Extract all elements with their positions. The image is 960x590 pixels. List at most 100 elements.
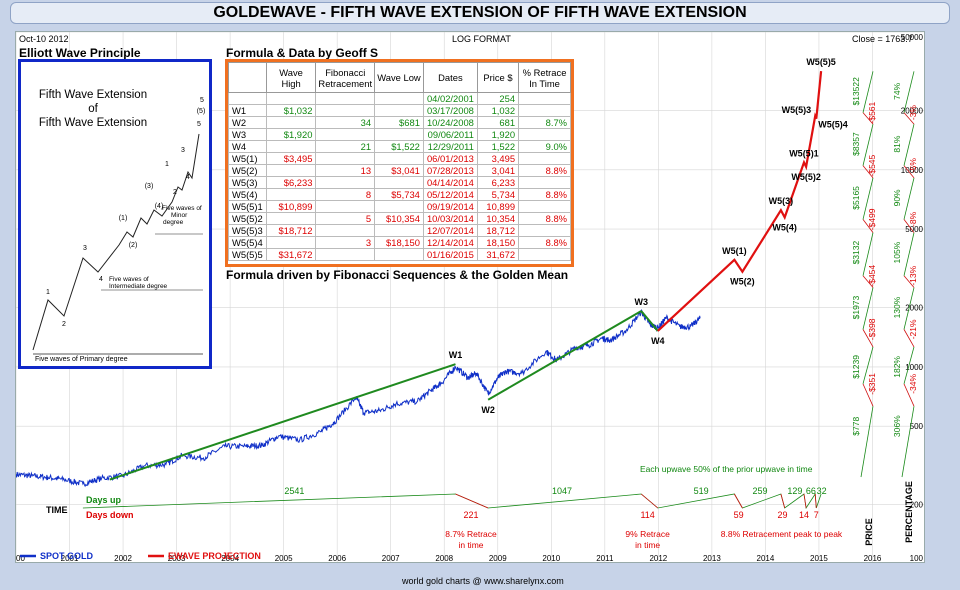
table-cell-low: $1,522: [374, 140, 424, 153]
retrace-note: 8.8% Retracement peak to peak: [721, 529, 843, 539]
wave-label: W2: [481, 405, 495, 415]
percentage_column-down-label: -13%: [908, 265, 918, 285]
table-row: W5(4) 8 $5,734 05/12/2014 5,734 8.8%: [228, 188, 571, 201]
table-cell-date: 06/01/2013: [422, 152, 478, 165]
table-cell-price: 1,920: [476, 128, 520, 141]
table-cell-wave: W3: [228, 128, 267, 141]
header-wave-high: Wave High: [265, 62, 317, 93]
time-label: TIME: [46, 505, 68, 515]
percentage_column-down-label: -3%: [908, 105, 918, 121]
table-cell-high: $3,495: [265, 152, 317, 165]
table-cell-low: [374, 224, 424, 237]
percentage_column-zig-line: [903, 346, 915, 384]
trend-line: [640, 310, 659, 332]
x-tick-label: 2010: [542, 554, 560, 563]
header-dates: Dates: [422, 62, 478, 93]
wave-label: W5(1): [722, 246, 747, 256]
ewp-minor-label-2: Minor: [171, 212, 188, 219]
table-cell-price: 6,233: [476, 176, 520, 189]
x-tick-label: 2007: [382, 554, 400, 563]
x-tick-label: 2016: [864, 554, 882, 563]
table-header-row: Wave High Fibonacci Retracement Wave Low…: [228, 62, 571, 93]
price_column-zig-line: [862, 71, 874, 113]
y-tick-label: 1000: [905, 363, 923, 372]
table-cell-fib: [315, 104, 376, 117]
wave-label: W3: [634, 297, 648, 307]
retrace-note: in time: [635, 540, 660, 550]
price_column-zig-line: [862, 346, 874, 384]
table-cell-high: [265, 188, 317, 201]
table-cell-high: $18,712: [265, 224, 317, 237]
x-tick-label: 2006: [328, 554, 346, 563]
percentage_column-zig-line: [901, 406, 915, 478]
table-cell-pct: [518, 200, 571, 213]
table-cell-date: 10/24/2008: [422, 116, 478, 129]
table-cell-low: $681: [374, 116, 424, 129]
table-cell-wave: W1: [228, 104, 267, 117]
price_column-zig-line: [862, 329, 874, 348]
table-cell-date: 12/14/2014: [422, 236, 478, 249]
percentage_column-up-label: 74%: [892, 82, 902, 99]
x-tick-label: 2011: [596, 554, 614, 563]
table-cell-high: [265, 164, 317, 177]
table-cell-fib: [315, 176, 376, 189]
percentage_column-zig-line: [903, 219, 915, 233]
y-tick-label: 100: [910, 554, 924, 563]
wave-label: W5(4): [772, 222, 797, 232]
table-cell-fib: [315, 248, 376, 261]
price_column-zig-line: [862, 232, 874, 276]
ewp-minor-label-num-3: 3: [181, 147, 185, 154]
ewp-minor-label-1: Five waves of: [162, 205, 202, 212]
percentage_column-zig-line: [903, 123, 915, 166]
table-footer: Formula driven by Fibonacci Sequences & …: [226, 268, 569, 282]
price_column-zig-line: [862, 275, 874, 288]
table-cell-date: 04/02/2001: [422, 92, 478, 105]
y-tick-label: 5000: [905, 225, 923, 234]
table-cell-high: $1,032: [265, 104, 317, 117]
table-row: W4 21 $1,522 12/29/2011 1,522 9.0%: [228, 140, 571, 153]
table-cell-low: [374, 176, 424, 189]
price_column-zig-line: [862, 383, 874, 407]
table-cell-price: 254: [476, 92, 520, 105]
x-tick-label: 2013: [703, 554, 721, 563]
y-tick-label: 2000: [905, 304, 923, 313]
y-tick-label: 20000: [901, 106, 924, 115]
chart-date: Oct-10 2012: [19, 34, 69, 44]
table-cell-fib: 21: [315, 140, 376, 153]
table-cell-wave: W5(5)1: [228, 200, 267, 213]
price_column-zig-line: [862, 165, 874, 179]
days-down-value: 114: [640, 510, 654, 520]
x-tick-label: 2000: [16, 554, 25, 563]
percentage_column-zig-line: [903, 275, 915, 288]
price_column-zig-line: [862, 219, 874, 233]
table-cell-fib: 8: [315, 188, 376, 201]
table-row: W5(5)2 5 $10,354 10/03/2014 10,354 8.8%: [228, 212, 571, 225]
table-cell-date: 12/07/2014: [422, 224, 478, 237]
table-cell-wave: W5(4): [228, 188, 267, 201]
days-up-value: 259: [753, 486, 768, 496]
price_column-up-label: $778: [851, 417, 861, 436]
price_column-zig-line: [860, 406, 874, 478]
price_column-down-label: -$454: [867, 265, 877, 287]
table-cell-price: 3,495: [476, 152, 520, 165]
spot-gold-series: [16, 308, 701, 488]
table-cell-high: [265, 236, 317, 249]
ewp-wave-line: [32, 133, 200, 351]
table-cell-price: 10,899: [476, 200, 520, 213]
table-cell-wave: [228, 92, 267, 105]
wave-label: W5(5)1: [789, 148, 819, 158]
table-cell-high: $10,899: [265, 200, 317, 213]
ewp-inter-label-2: (2): [129, 242, 138, 249]
table-cell-high: [265, 92, 317, 105]
table-cell-low: $3,041: [374, 164, 424, 177]
time-path-up: [82, 492, 822, 510]
table-cell-date: 07/28/2013: [422, 164, 478, 177]
x-tick-label: 2009: [489, 554, 507, 563]
ewp-primary-label-4: 4: [99, 276, 103, 283]
percentage_column-zig-line: [903, 177, 915, 220]
percentage_column-up-label: 105%: [892, 241, 902, 263]
price_column-up-label: $3132: [851, 241, 861, 265]
table-cell-high: $6,233: [265, 176, 317, 189]
price_column-zig-line: [862, 177, 874, 220]
x-tick-label: 2014: [757, 554, 775, 563]
